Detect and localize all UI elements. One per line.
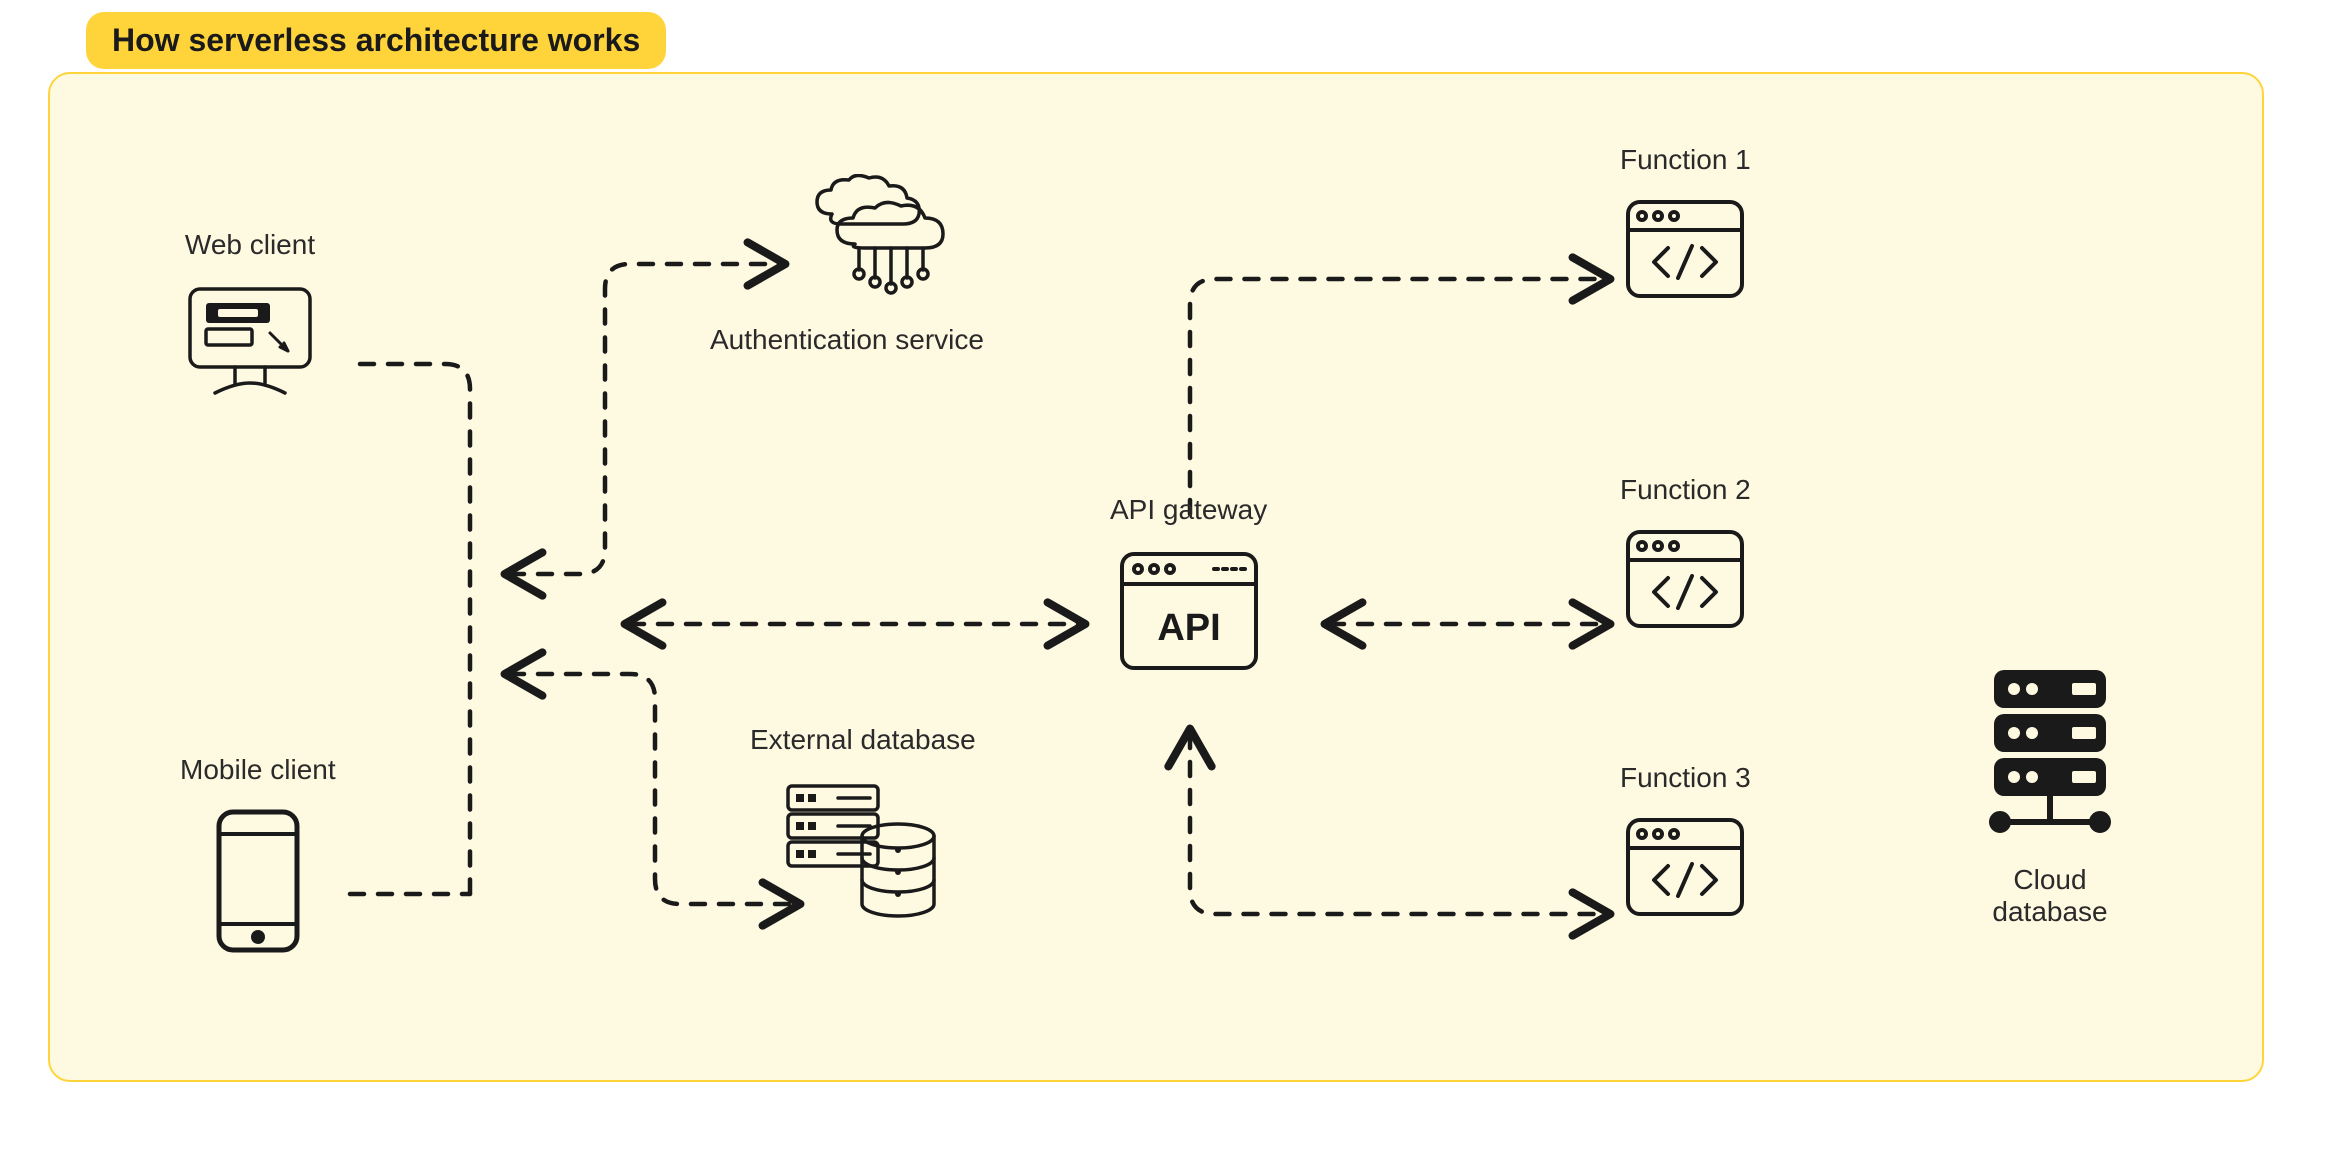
edge-api-to-fn3 — [1190, 734, 1605, 914]
code-window-icon — [1620, 194, 1750, 304]
edge-api-to-fn1 — [1190, 279, 1605, 514]
node-function-1: Function 1 — [1620, 144, 1751, 304]
node-mobile-client: Mobile client — [180, 754, 336, 956]
node-function-3: Function 3 — [1620, 762, 1751, 922]
external-db-label: External database — [750, 724, 976, 756]
api-icon: API — [1114, 546, 1264, 676]
cloud-db-label-1: Cloud — [2013, 864, 2086, 896]
code-window-icon — [1620, 524, 1750, 634]
code-window-icon — [1620, 812, 1750, 922]
web-client-label: Web client — [185, 229, 315, 261]
function-1-label: Function 1 — [1620, 144, 1751, 176]
auth-service-label: Authentication service — [710, 324, 984, 356]
node-web-client: Web client — [180, 229, 320, 401]
cloud-icon — [797, 174, 957, 304]
mobile-client-icon — [203, 806, 313, 956]
node-cloud-db: Cloud database — [1980, 664, 2120, 928]
server-db-icon — [778, 776, 948, 926]
web-client-icon — [180, 281, 320, 401]
node-auth-service: Authentication service — [770, 174, 984, 356]
function-3-label: Function 3 — [1620, 762, 1751, 794]
diagram-title-badge: How serverless architecture works — [86, 12, 666, 69]
api-gateway-label: API gateway — [1110, 494, 1267, 526]
server-rack-icon — [1980, 664, 2120, 844]
node-external-db: External database — [750, 724, 976, 926]
edge-hub-to-auth — [510, 264, 780, 574]
function-2-label: Function 2 — [1620, 474, 1751, 506]
mobile-client-label: Mobile client — [180, 754, 336, 786]
cloud-db-label-2: database — [1992, 896, 2107, 928]
diagram-panel: Web client Mobile client — [48, 72, 2264, 1082]
edge-web-to-hub — [360, 364, 470, 894]
svg-text:API: API — [1157, 607, 1220, 649]
node-function-2: Function 2 — [1620, 474, 1751, 634]
node-api-gateway: API gateway API — [1110, 494, 1267, 676]
